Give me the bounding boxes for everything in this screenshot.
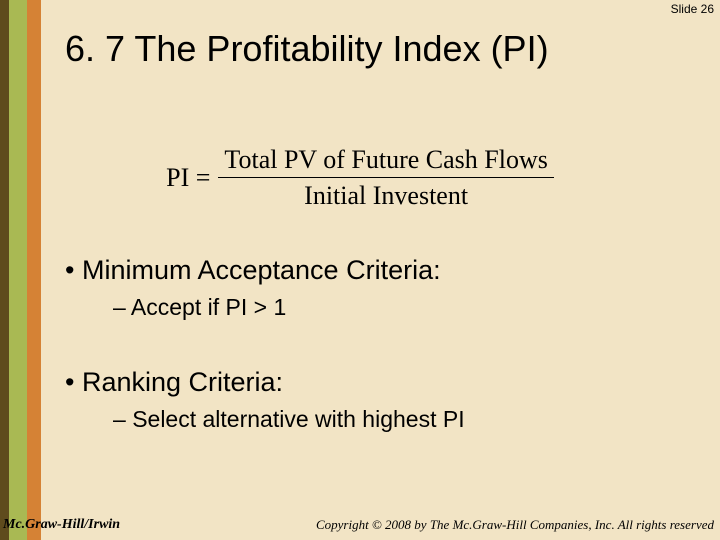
bullet-level1: Minimum Acceptance Criteria: bbox=[65, 255, 665, 286]
bullet-level2: Select alternative with highest PI bbox=[113, 406, 665, 433]
formula-bar bbox=[218, 177, 553, 178]
bullet-level1: Ranking Criteria: bbox=[65, 367, 665, 398]
accent-stripe-orange bbox=[27, 0, 41, 540]
bullet-list: Minimum Acceptance Criteria: Accept if P… bbox=[65, 255, 665, 433]
slide: Slide 26 6. 7 The Profitability Index (P… bbox=[0, 0, 720, 540]
formula-denominator: Initial Investent bbox=[298, 181, 474, 211]
formula-lhs: PI = bbox=[166, 163, 218, 193]
slide-title: 6. 7 The Profitability Index (PI) bbox=[65, 28, 549, 70]
slide-number: Slide 26 bbox=[671, 2, 714, 16]
bullet-spacer bbox=[65, 321, 665, 367]
formula-numerator: Total PV of Future Cash Flows bbox=[218, 145, 553, 175]
formula-fraction: Total PV of Future Cash Flows Initial In… bbox=[218, 145, 553, 211]
formula: PI = Total PV of Future Cash Flows Initi… bbox=[130, 145, 590, 211]
footer-copyright: Copyright © 2008 by The Mc.Graw-Hill Com… bbox=[316, 517, 714, 533]
accent-stripe-dark bbox=[0, 0, 9, 540]
bullet-level2: Accept if PI > 1 bbox=[113, 294, 665, 321]
footer-publisher: Mc.Graw-Hill/Irwin bbox=[3, 517, 120, 533]
accent-stripe-green bbox=[9, 0, 27, 540]
